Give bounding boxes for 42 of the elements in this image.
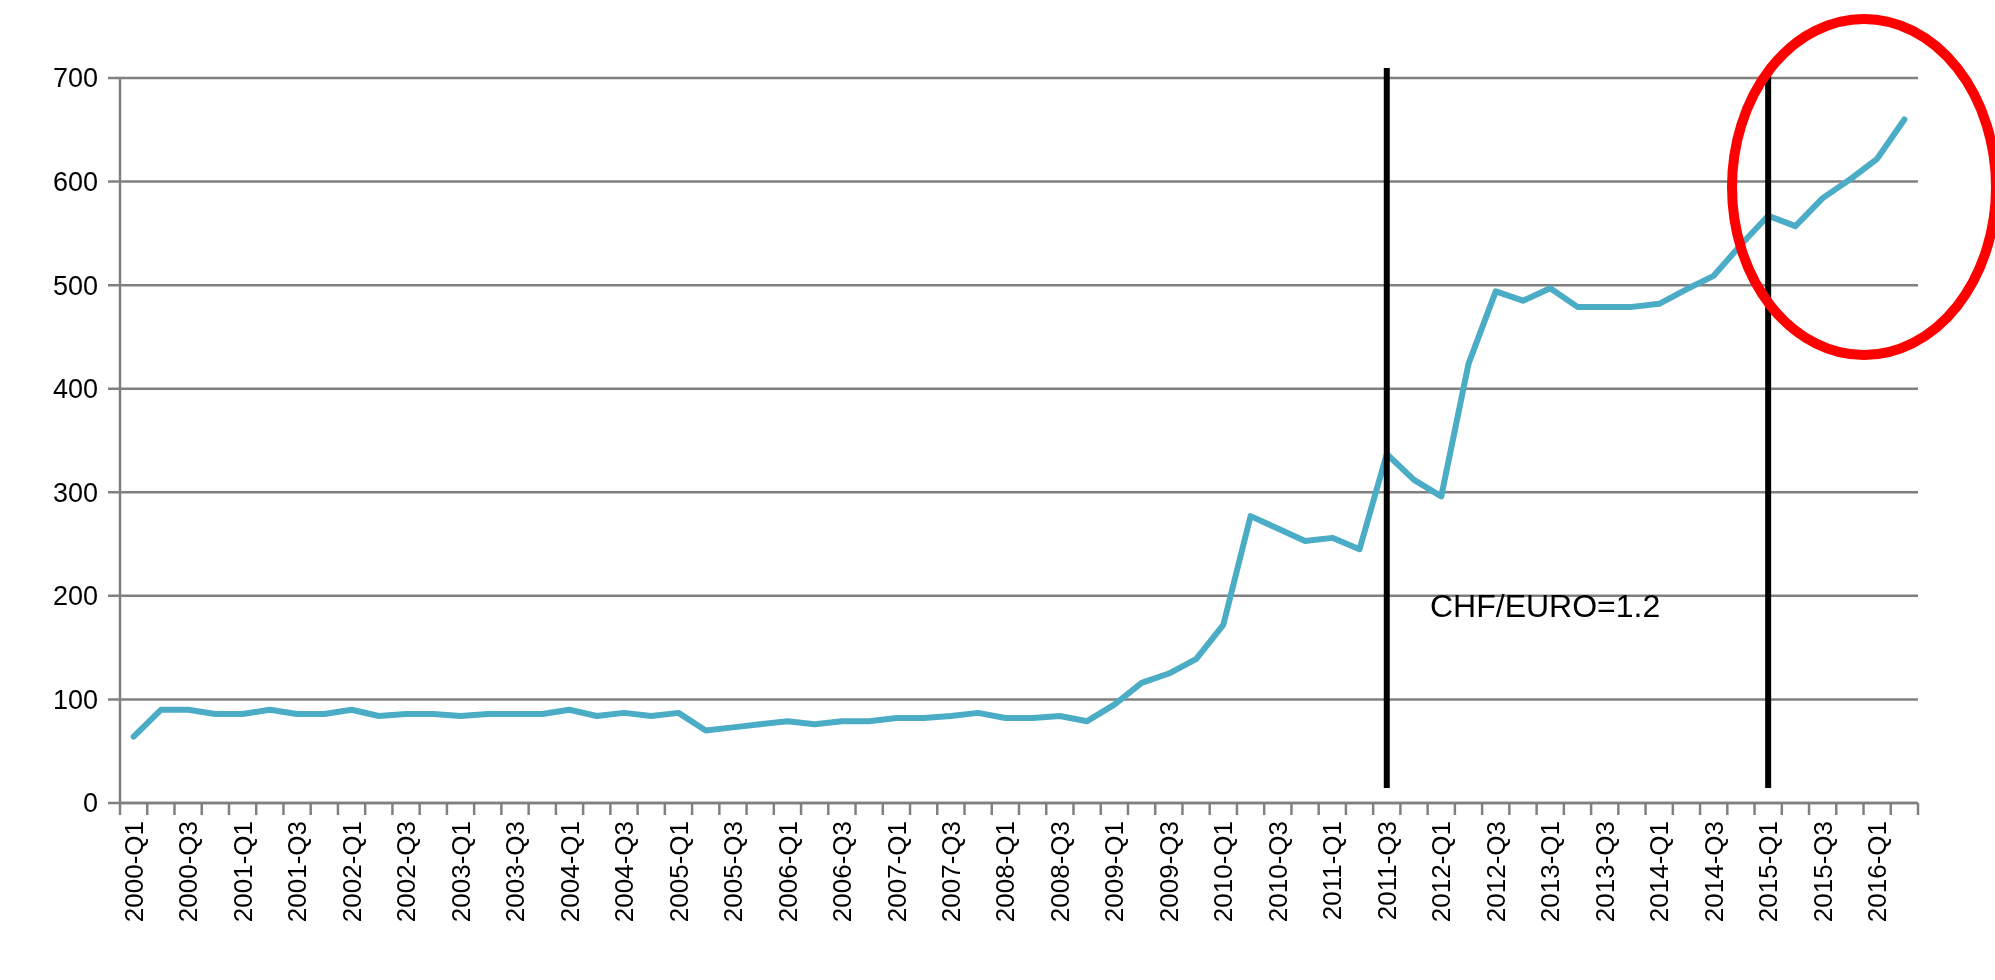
x-tick-label: 2010-Q1 xyxy=(1208,821,1239,923)
x-tick-label: 2011-Q3 xyxy=(1371,821,1402,921)
x-tick-label: 2013-Q3 xyxy=(1589,821,1620,923)
x-tick-label: 2007-Q1 xyxy=(881,821,912,923)
y-tick-label: 100 xyxy=(52,684,98,715)
y-tick-label: 600 xyxy=(52,167,98,198)
x-tick-label: 2008-Q3 xyxy=(1044,821,1075,923)
x-tick-label: 2011-Q1 xyxy=(1317,821,1348,921)
y-tick-label: 500 xyxy=(52,270,98,301)
x-tick-label: 2002-Q1 xyxy=(336,821,367,923)
x-tick-label: 2004-Q1 xyxy=(554,821,585,923)
y-tick-label: 700 xyxy=(52,63,98,94)
x-tick-label: 2003-Q1 xyxy=(445,821,476,923)
x-tick-label: 2013-Q1 xyxy=(1535,821,1566,923)
x-tick-label: 2006-Q3 xyxy=(827,821,858,923)
x-tick-label: 2007-Q3 xyxy=(935,821,966,923)
x-tick-label: 2005-Q1 xyxy=(663,821,694,923)
annotation: CHF/EURO=1.2 xyxy=(1430,587,1661,624)
x-tick-label: 2014-Q3 xyxy=(1698,821,1729,923)
y-tick-label: 400 xyxy=(52,374,98,405)
y-tick-label: 200 xyxy=(52,581,98,612)
x-tick-label: 2016-Q1 xyxy=(1862,821,1893,923)
x-tick-label: 2003-Q3 xyxy=(500,821,531,923)
x-tick-label: 2000-Q1 xyxy=(118,821,149,923)
x-tick-label: 2001-Q1 xyxy=(227,821,258,923)
x-tick-label: 2001-Q3 xyxy=(282,821,313,923)
x-tick-label: 2000-Q3 xyxy=(173,821,204,923)
x-tick-label: 2010-Q3 xyxy=(1262,821,1293,923)
x-tick-label: 2012-Q3 xyxy=(1480,821,1511,923)
x-tick-label: 2014-Q1 xyxy=(1644,821,1675,923)
x-tick-label: 2005-Q3 xyxy=(718,821,749,923)
x-tick-label: 2009-Q1 xyxy=(1099,821,1130,923)
x-tick-label: 2004-Q3 xyxy=(609,821,640,923)
x-tick-label: 2015-Q3 xyxy=(1807,821,1838,923)
x-tick-label: 2006-Q1 xyxy=(772,821,803,923)
x-tick-label: 2015-Q1 xyxy=(1753,821,1784,923)
x-tick-label: 2008-Q1 xyxy=(990,821,1021,923)
x-tick-label: 2009-Q3 xyxy=(1153,821,1184,923)
x-tick-label: 2002-Q3 xyxy=(391,821,422,923)
y-tick-label: 300 xyxy=(52,477,98,508)
y-tick-label: 0 xyxy=(82,788,98,819)
x-tick-label: 2012-Q1 xyxy=(1426,821,1457,923)
